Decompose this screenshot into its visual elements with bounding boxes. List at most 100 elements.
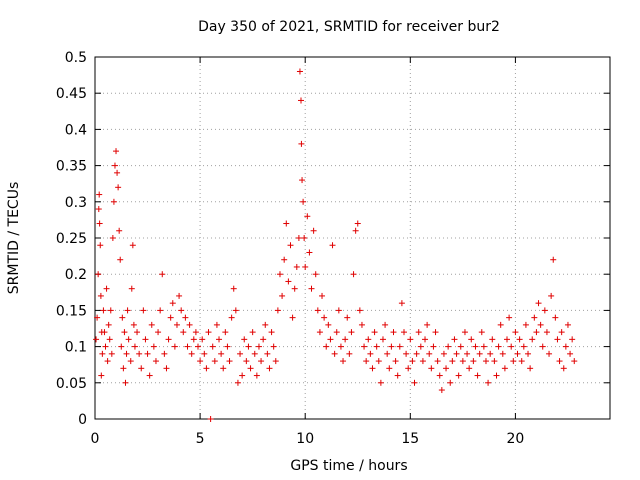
data-point <box>562 343 569 350</box>
data-point <box>302 263 309 270</box>
data-point <box>350 271 357 278</box>
data-point <box>373 343 380 350</box>
data-point <box>167 314 174 321</box>
data-point <box>186 321 193 328</box>
data-point <box>453 350 460 357</box>
data-point <box>398 300 405 307</box>
data-point <box>556 358 563 365</box>
data-point <box>289 314 296 321</box>
data-point <box>520 343 527 350</box>
data-point <box>159 271 166 278</box>
data-point <box>95 206 102 213</box>
data-point <box>312 271 319 278</box>
data-point <box>480 343 487 350</box>
data-point <box>546 350 553 357</box>
data-point <box>281 256 288 263</box>
data-point <box>392 358 399 365</box>
data-point <box>335 307 342 314</box>
data-point <box>134 329 141 336</box>
data-point <box>121 329 128 336</box>
data-point <box>180 329 187 336</box>
data-point <box>301 235 308 241</box>
y-tick-label: 0.3 <box>65 195 87 211</box>
data-point <box>405 365 412 372</box>
data-point <box>438 387 445 394</box>
data-point <box>443 365 450 372</box>
data-point <box>113 148 120 155</box>
data-point <box>554 336 561 343</box>
data-point <box>411 379 418 386</box>
data-point <box>203 365 210 372</box>
data-point <box>287 242 294 249</box>
data-point <box>394 372 401 379</box>
data-point <box>262 321 269 328</box>
data-point <box>270 343 277 350</box>
data-point <box>120 365 127 372</box>
data-point <box>296 68 303 75</box>
data-point <box>459 358 466 365</box>
data-point <box>205 329 212 336</box>
y-tick-label: 0 <box>78 412 87 428</box>
data-point <box>487 350 494 357</box>
data-point <box>169 300 176 307</box>
data-point <box>224 343 231 350</box>
data-point <box>148 321 155 328</box>
data-point <box>504 336 510 343</box>
data-point <box>409 358 416 365</box>
data-point <box>316 329 323 336</box>
data-point <box>468 336 475 343</box>
data-point <box>243 358 250 365</box>
data-point <box>522 321 529 328</box>
data-point <box>415 329 422 336</box>
data-point <box>165 336 172 343</box>
data-point <box>128 285 135 292</box>
data-point <box>386 365 393 372</box>
data-point <box>190 336 197 343</box>
data-point <box>346 350 353 357</box>
data-point <box>182 314 189 321</box>
y-tick-label: 0.25 <box>56 231 87 247</box>
x-tick-label: 10 <box>296 431 314 447</box>
data-point <box>451 336 458 343</box>
data-point <box>552 314 559 321</box>
data-point <box>237 350 244 357</box>
data-point <box>344 314 351 321</box>
data-point <box>396 343 403 350</box>
data-point <box>213 321 220 328</box>
data-point <box>207 416 214 422</box>
data-point <box>299 177 306 184</box>
data-point <box>464 350 471 357</box>
y-tick-label: 0.1 <box>65 340 87 356</box>
data-point <box>535 300 542 307</box>
data-point <box>241 336 248 343</box>
data-point <box>293 263 300 270</box>
data-point <box>440 350 447 357</box>
data-point <box>106 336 113 343</box>
data-point <box>247 365 254 372</box>
data-point <box>95 271 102 278</box>
data-point <box>253 372 260 379</box>
data-point <box>558 329 565 336</box>
data-point <box>419 358 426 365</box>
data-point <box>478 329 485 336</box>
data-point <box>449 358 456 365</box>
y-tick-label: 0.45 <box>56 86 87 102</box>
data-point <box>97 292 104 299</box>
data-point <box>323 343 330 350</box>
data-point <box>445 343 452 350</box>
chart-title: Day 350 of 2021, SRMTID for receiver bur… <box>198 19 500 35</box>
data-point <box>493 372 500 379</box>
data-point <box>150 343 157 350</box>
data-point <box>466 365 473 372</box>
data-point <box>285 278 292 285</box>
axis-ticks: 0 0.05 0.1 0.15 0.2 0.25 0.3 0.35 0.4 0.45 0.5 0 5 10… <box>56 50 610 447</box>
data-point <box>251 350 258 357</box>
data-point <box>482 358 489 365</box>
data-point <box>310 227 317 234</box>
data-point <box>401 329 407 336</box>
data-point <box>432 329 439 336</box>
data-point <box>266 365 273 372</box>
data-point <box>136 350 143 357</box>
data-point <box>512 329 519 336</box>
data-point <box>369 365 376 372</box>
